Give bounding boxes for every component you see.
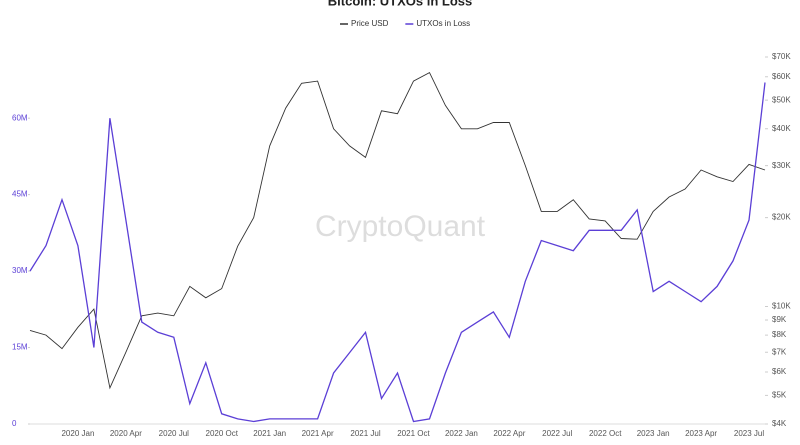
y2-tick-label: $10K xyxy=(772,302,791,311)
y2-tick-label: $8K xyxy=(772,330,787,339)
x-tick-label: 2023 Jan xyxy=(637,429,670,438)
legend-label: Price USD xyxy=(351,19,389,28)
y2-tick-label: $9K xyxy=(772,315,787,324)
x-tick-label: 2021 Jul xyxy=(350,429,380,438)
x-tick-label: 2020 Oct xyxy=(206,429,239,438)
y-tick-label: 60M xyxy=(12,113,28,122)
y2-tick-label: $30K xyxy=(772,161,791,170)
watermark: CryptoQuant xyxy=(315,210,486,243)
legend-label: UTXOs in Loss xyxy=(416,19,470,28)
y2-tick-label: $40K xyxy=(772,124,791,133)
x-tick-label: 2023 Jul xyxy=(734,429,764,438)
x-tick-label: 2020 Apr xyxy=(110,429,142,438)
y-tick-label: 45M xyxy=(12,190,28,199)
x-tick-label: 2022 Apr xyxy=(493,429,525,438)
y2-tick-label: $70K xyxy=(772,52,791,61)
y-tick-label: 30M xyxy=(12,266,28,275)
x-tick-label: 2022 Jan xyxy=(445,429,478,438)
x-tick-label: 2022 Jul xyxy=(542,429,572,438)
x-tick-label: 2020 Jan xyxy=(61,429,94,438)
x-tick-label: 2020 Jul xyxy=(159,429,189,438)
x-tick-label: 2021 Oct xyxy=(397,429,430,438)
x-tick-label: 2023 Apr xyxy=(685,429,717,438)
y2-tick-label: $7K xyxy=(772,347,787,356)
y2-tick-label: $60K xyxy=(772,72,791,81)
y2-tick-label: $20K xyxy=(772,213,791,222)
y2-tick-label: $50K xyxy=(772,95,791,104)
x-tick-label: 2021 Jan xyxy=(253,429,286,438)
y-tick-label: 0 xyxy=(12,419,17,428)
y2-tick-label: $6K xyxy=(772,367,787,376)
chart-title: Bitcoin: UTXOs in Loss xyxy=(328,0,472,8)
x-tick-label: 2021 Apr xyxy=(302,429,334,438)
x-tick-label: 2022 Oct xyxy=(589,429,622,438)
y2-tick-label: $5K xyxy=(772,390,787,399)
series-line xyxy=(29,71,766,390)
series-line xyxy=(29,82,766,423)
y2-tick-label: $4K xyxy=(772,419,787,428)
y-tick-label: 15M xyxy=(12,343,28,352)
